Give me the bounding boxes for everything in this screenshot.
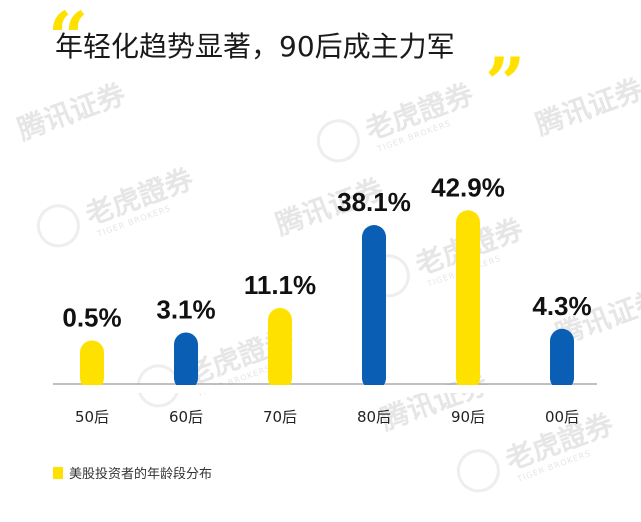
watermark-layer: 老虎證券 TIGER BROKERS 老虎證券 TIGER BROKERS 老虎… [13, 72, 641, 493]
x-tick-labels: 50后 60后 70后 80后 90后 00后 [75, 408, 579, 426]
baseline-mask [0, 385, 641, 393]
legend-label: 美股投资者的年龄段分布 [69, 466, 212, 482]
legend: 美股投资者的年龄段分布 [53, 466, 212, 482]
chart-title: 年轻化趋势显著，90后成主力军 [55, 30, 455, 63]
x-tick-5: 00后 [545, 408, 579, 426]
bar-1 [174, 332, 198, 390]
bar-0 [80, 340, 104, 390]
legend-swatch [53, 467, 63, 479]
value-label-2: 11.1% [244, 270, 316, 300]
x-tick-4: 90后 [451, 408, 485, 426]
bar-5 [550, 328, 574, 390]
value-label-4: 42.9% [431, 172, 505, 202]
x-tick-0: 50后 [75, 408, 109, 426]
open-quote-mark: “ [48, 0, 88, 79]
watermark-tencent-3: 腾讯证券 [531, 72, 641, 142]
bar-series [0, 210, 641, 393]
watermark-tiger-5: 老虎證券 TIGER BROKERS [316, 77, 479, 163]
value-label-0: 0.5% [62, 302, 121, 332]
value-label-3: 38.1% [337, 187, 411, 217]
bar-2 [268, 307, 292, 390]
bar-3 [362, 225, 386, 390]
x-tick-3: 80后 [357, 408, 391, 426]
bar-4 [456, 210, 480, 390]
value-label-5: 4.3% [532, 291, 591, 321]
x-tick-2: 70后 [263, 408, 297, 426]
close-quote-mark: ” [485, 42, 525, 125]
watermark-tiger-2: 老虎證券 TIGER BROKERS [366, 212, 529, 298]
value-labels: 0.5% 3.1% 11.1% 38.1% 42.9% 4.3% [62, 172, 591, 332]
x-tick-1: 60后 [169, 408, 203, 426]
watermark-tiger-1: 老虎證券 TIGER BROKERS [36, 162, 199, 248]
value-label-1: 3.1% [156, 294, 215, 324]
watermark-tencent-1: 腾讯证券 [13, 77, 130, 147]
